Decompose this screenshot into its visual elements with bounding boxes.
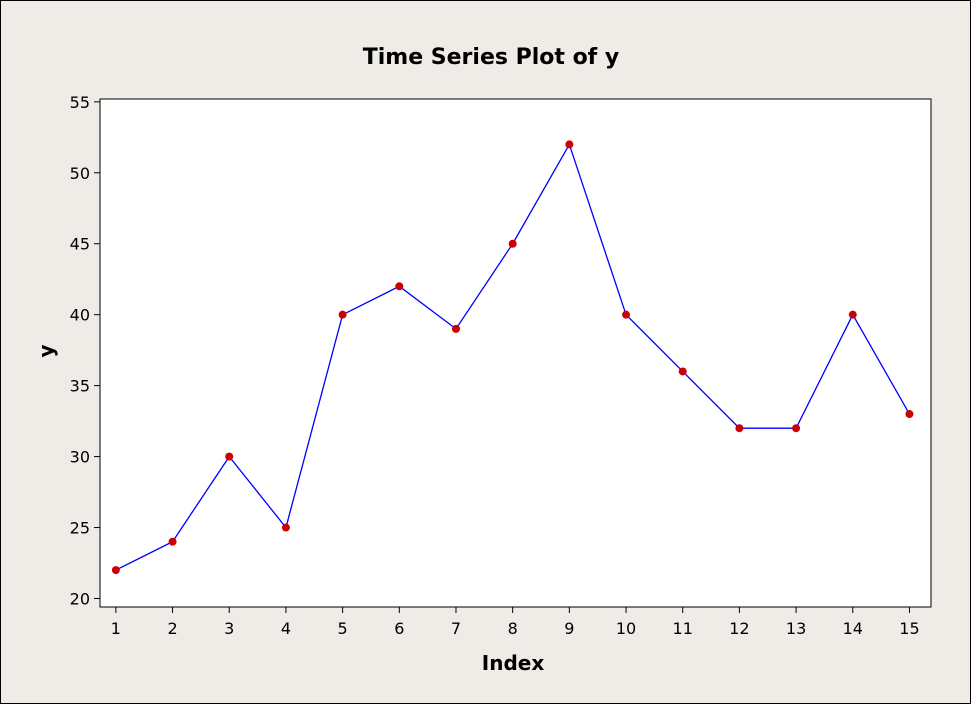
x-tick-label: 2	[167, 619, 177, 638]
x-axis-title: Index	[482, 651, 545, 675]
x-axis: 1 2 3 4 5 6 7 8 9 10 11 12 13 14 15	[111, 607, 920, 638]
x-tick-label: 12	[729, 619, 749, 638]
x-tick-label: 14	[843, 619, 863, 638]
x-tick-label: 15	[899, 619, 919, 638]
y-tick-label: 35	[70, 377, 90, 396]
data-point	[338, 310, 347, 319]
chart-title: Time Series Plot of y	[363, 45, 620, 70]
y-tick-label: 50	[70, 164, 90, 183]
x-tick-label: 8	[508, 619, 518, 638]
x-tick-label: 5	[338, 619, 348, 638]
data-point	[168, 537, 177, 546]
y-axis: 20 25 30 35 40 45 50 55	[70, 93, 100, 608]
x-tick-label: 7	[451, 619, 461, 638]
data-point	[451, 324, 460, 333]
data-point	[792, 424, 801, 433]
data-point	[905, 410, 914, 419]
data-point	[281, 523, 290, 532]
data-point	[508, 239, 517, 248]
data-point	[622, 310, 631, 319]
y-tick-label: 45	[70, 235, 90, 254]
x-tick-label: 1	[111, 619, 121, 638]
data-point	[565, 140, 574, 149]
y-tick-label: 20	[70, 589, 90, 608]
y-tick-label: 40	[70, 306, 90, 325]
data-point	[111, 566, 120, 575]
y-tick-label: 25	[70, 519, 90, 538]
x-tick-label: 4	[281, 619, 291, 638]
data-point	[678, 367, 687, 376]
x-tick-label: 11	[673, 619, 693, 638]
y-axis-title: y	[34, 344, 58, 357]
x-tick-label: 13	[786, 619, 806, 638]
x-tick-label: 6	[394, 619, 404, 638]
plot-area	[99, 98, 932, 608]
y-tick-label: 30	[70, 448, 90, 467]
data-point	[225, 452, 234, 461]
series-layer	[111, 140, 914, 575]
y-tick-label: 55	[70, 93, 90, 112]
x-tick-label: 9	[564, 619, 574, 638]
data-point	[848, 310, 857, 319]
x-tick-label: 10	[616, 619, 636, 638]
data-point	[395, 282, 404, 291]
x-tick-label: 3	[224, 619, 234, 638]
data-point	[735, 424, 744, 433]
